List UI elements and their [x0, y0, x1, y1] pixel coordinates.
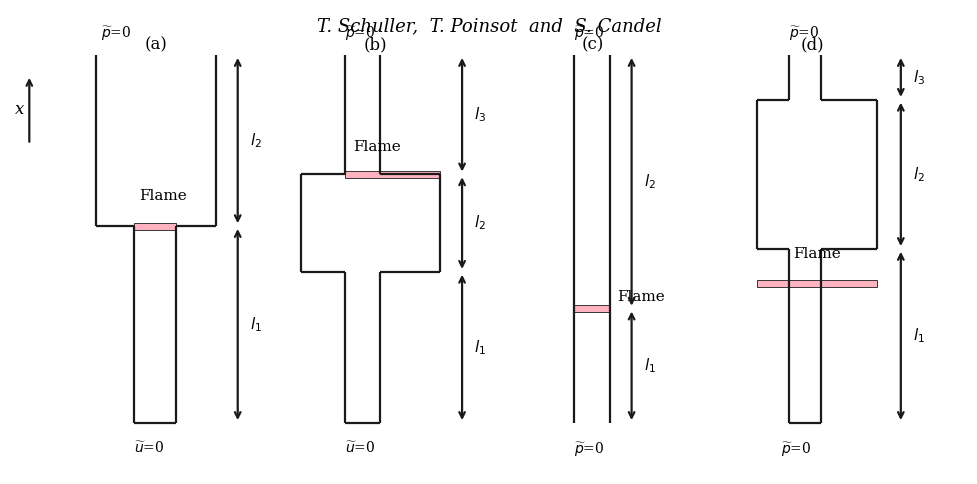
Text: $l_1$: $l_1$ [912, 327, 924, 345]
Text: x: x [15, 101, 24, 118]
Text: $\widetilde{p}$=0: $\widetilde{p}$=0 [345, 25, 375, 43]
Text: (d): (d) [799, 36, 823, 53]
Text: $\widetilde{p}$=0: $\widetilde{p}$=0 [573, 441, 604, 459]
Bar [756, 280, 876, 287]
Text: Flame: Flame [353, 139, 401, 153]
Text: (c): (c) [581, 36, 603, 53]
Text: $l_2$: $l_2$ [643, 172, 655, 191]
Text: $l_1$: $l_1$ [474, 338, 486, 357]
Text: $\widetilde{p}$=0: $\widetilde{p}$=0 [573, 25, 604, 43]
Text: $\widetilde{p}$=0: $\widetilde{p}$=0 [781, 441, 811, 459]
Bar [134, 223, 176, 229]
Text: $\widetilde{u}$=0: $\widetilde{u}$=0 [345, 441, 375, 456]
Text: $\widetilde{p}$=0: $\widetilde{p}$=0 [788, 25, 819, 43]
Text: Flame: Flame [139, 189, 187, 203]
Bar [573, 305, 609, 312]
Text: $l_3$: $l_3$ [474, 106, 486, 124]
Text: $l_1$: $l_1$ [249, 315, 262, 334]
Text: $l_3$: $l_3$ [912, 68, 924, 87]
Text: $l_2$: $l_2$ [474, 214, 486, 232]
Text: $l_2$: $l_2$ [249, 131, 261, 150]
Text: $\widetilde{p}$=0: $\widetilde{p}$=0 [101, 25, 131, 43]
Text: T. Schuller,  T. Poinsot  and  S. Candel: T. Schuller, T. Poinsot and S. Candel [317, 17, 660, 35]
Bar [345, 171, 440, 178]
Text: (a): (a) [145, 36, 167, 53]
Text: $\widetilde{u}$=0: $\widetilde{u}$=0 [134, 441, 164, 456]
Text: $l_2$: $l_2$ [912, 165, 924, 184]
Text: Flame: Flame [617, 290, 664, 303]
Text: (b): (b) [363, 36, 387, 53]
Text: Flame: Flame [792, 247, 840, 261]
Text: $l_1$: $l_1$ [643, 356, 655, 375]
